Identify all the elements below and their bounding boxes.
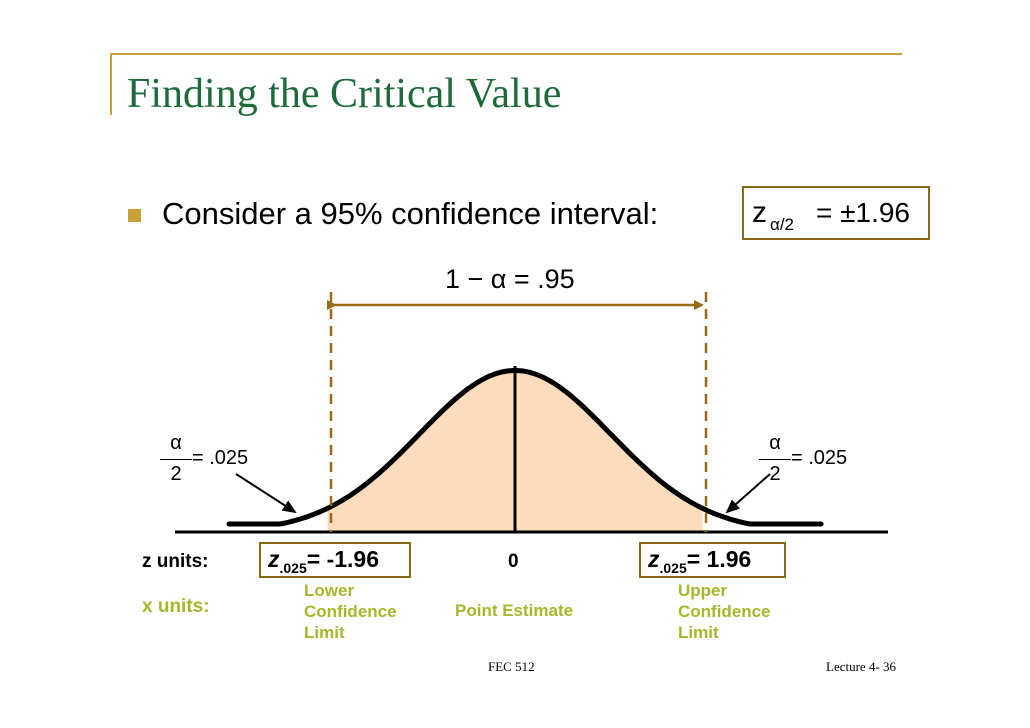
alpha-denominator: 2 bbox=[170, 463, 182, 485]
upper-limit-line-1: Upper bbox=[678, 581, 728, 600]
confidence-label: 1 − α = .95 bbox=[445, 264, 575, 294]
center-z-value: 0 bbox=[508, 551, 519, 572]
fraction-bar bbox=[759, 459, 791, 460]
upper-confidence-limit-label: Upper Confidence Limit bbox=[678, 580, 771, 643]
z-relation: = ±1.96 bbox=[816, 197, 910, 228]
lower-critical-z-box: z.025= -1.96 bbox=[259, 542, 411, 578]
lower-limit-line-1: Lower bbox=[304, 581, 355, 600]
z-symbol: z bbox=[752, 196, 767, 229]
lower-confidence-limit-label: Lower Confidence Limit bbox=[304, 580, 397, 643]
lower-z-value: = -1.96 bbox=[306, 546, 379, 572]
title-rule-top bbox=[110, 53, 902, 55]
footer-lecture: Lecture 4- 36 bbox=[826, 659, 897, 674]
right-alpha-fraction: α 2 bbox=[755, 432, 795, 487]
z-symbol: z bbox=[268, 546, 280, 572]
z-subscript: .025 bbox=[659, 560, 687, 576]
right-tail-value: = .025 bbox=[791, 447, 848, 469]
point-estimate-label: Point Estimate bbox=[455, 601, 574, 620]
upper-critical-z-box: z.025= 1.96 bbox=[639, 542, 786, 578]
z-alpha-half-box: z α/2 = ±1.96 bbox=[742, 186, 930, 240]
bell-curve bbox=[226, 368, 824, 527]
bullet-text: Consider a 95% confidence interval: bbox=[162, 196, 659, 231]
upper-limit-line-3: Limit bbox=[678, 623, 719, 642]
bullet-square-icon bbox=[128, 209, 141, 222]
upper-z-value: = 1.96 bbox=[686, 546, 752, 572]
alpha-numerator: α bbox=[170, 432, 182, 454]
title-rule-left bbox=[110, 53, 112, 115]
z-subscript: α/2 bbox=[770, 215, 795, 234]
left-tail-arrow bbox=[235, 473, 297, 514]
footer-course: FEC 512 bbox=[488, 659, 535, 674]
lower-limit-line-3: Limit bbox=[304, 623, 345, 642]
upper-limit-line-2: Confidence bbox=[678, 602, 771, 621]
z-subscript: .025 bbox=[279, 560, 307, 576]
lower-limit-line-2: Confidence bbox=[304, 602, 397, 621]
z-units-label: z units: bbox=[142, 551, 209, 572]
x-units-label: x units: bbox=[142, 596, 210, 617]
left-tail-value: = .025 bbox=[192, 447, 249, 469]
right-tail-arrow bbox=[725, 473, 771, 514]
left-alpha-fraction: α 2 bbox=[156, 432, 196, 487]
slide-title: Finding the Critical Value bbox=[127, 71, 562, 117]
alpha-numerator: α bbox=[769, 432, 781, 454]
z-symbol: z bbox=[648, 546, 660, 572]
alpha-denominator: 2 bbox=[769, 463, 781, 485]
fraction-bar bbox=[160, 459, 192, 460]
